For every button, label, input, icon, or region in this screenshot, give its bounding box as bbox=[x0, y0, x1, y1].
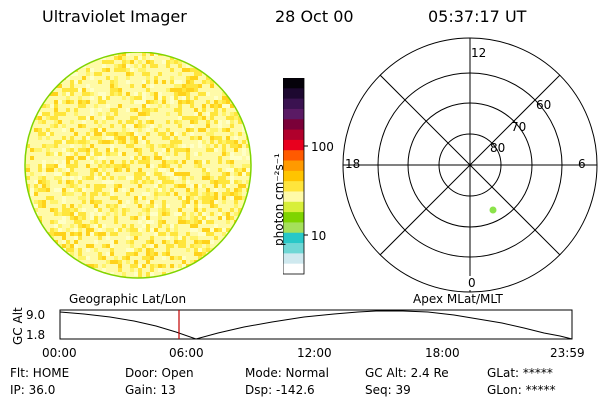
info-seq: Seq: 39 bbox=[365, 383, 411, 397]
x-tick-0000: 00:00 bbox=[42, 346, 77, 360]
colorbar-tick-label-100: 100 bbox=[311, 140, 334, 154]
info-glat: GLat: ***** bbox=[487, 366, 553, 380]
polar-grid bbox=[342, 37, 598, 293]
info-flt: Flt: HOME bbox=[10, 366, 70, 380]
colorbar-cell bbox=[283, 212, 304, 224]
info-mode: Mode: Normal bbox=[245, 366, 329, 380]
instrument-title: Ultraviolet Imager bbox=[42, 7, 187, 26]
colorbar-cell bbox=[283, 191, 304, 203]
uv-image-rim bbox=[24, 52, 252, 279]
altitude-frame bbox=[59, 309, 573, 340]
info-gain: Gain: 13 bbox=[125, 383, 176, 397]
altitude-axis-title: GC Alt bbox=[11, 307, 25, 345]
mlt-label-0: 0 bbox=[468, 276, 476, 290]
info-door: Door: Open bbox=[125, 366, 194, 380]
x-tick-0600: 06:00 bbox=[169, 346, 204, 360]
altitude-tick-low: 1.8 bbox=[26, 328, 46, 342]
mlt-label-12: 12 bbox=[471, 46, 487, 60]
info-glon: GLon: ***** bbox=[487, 383, 556, 397]
colorbar-cell bbox=[283, 263, 304, 275]
colorbar-cell bbox=[283, 222, 304, 234]
colorbar-cell bbox=[283, 232, 304, 244]
info-dsp: Dsp: -142.6 bbox=[245, 383, 315, 397]
x-tick-1800: 18:00 bbox=[425, 346, 460, 360]
time-label: 05:37:17 UT bbox=[428, 7, 527, 26]
mlt-label-18: 18 bbox=[345, 157, 361, 171]
colorbar-tick-label-10: 10 bbox=[311, 229, 327, 243]
colorbar-cell bbox=[283, 170, 304, 182]
info-gc-alt: GC Alt: 2.4 Re bbox=[365, 366, 449, 380]
polar-diag-b bbox=[379, 74, 561, 256]
altitude-curve bbox=[59, 310, 573, 340]
uv-image-pixels bbox=[25, 52, 251, 278]
lat-label-70: 70 bbox=[511, 120, 527, 134]
colorbar-cell bbox=[283, 98, 304, 110]
colorbar-cell bbox=[283, 139, 304, 151]
mlt-label-6: 6 bbox=[578, 157, 586, 171]
colorbar-cell bbox=[283, 88, 304, 100]
colorbar-cell bbox=[283, 201, 304, 213]
info-ip: IP: 36.0 bbox=[10, 383, 56, 397]
x-tick-2359: 23:59 bbox=[550, 346, 585, 360]
altitude-plot bbox=[59, 309, 573, 340]
colorbar-cell bbox=[283, 150, 304, 162]
lat-label-80: 80 bbox=[490, 141, 506, 155]
uv-image-disk bbox=[24, 52, 252, 279]
geographic-label: Geographic Lat/Lon bbox=[69, 292, 187, 306]
colorbar-cell bbox=[283, 129, 304, 141]
colorbar bbox=[283, 78, 308, 275]
colorbar-cell bbox=[283, 181, 304, 193]
colorbar-cell bbox=[283, 160, 304, 172]
colorbar-cell bbox=[283, 78, 304, 89]
colorbar-cell bbox=[283, 119, 304, 131]
colorbar-cell bbox=[283, 243, 304, 254]
colorbar-frame bbox=[283, 78, 305, 275]
colorbar-cell bbox=[283, 253, 304, 265]
lat-label-60: 60 bbox=[536, 98, 552, 112]
x-tick-1200: 12:00 bbox=[297, 346, 332, 360]
colorbar-cell bbox=[283, 108, 304, 120]
altitude-tick-high: 9.0 bbox=[26, 308, 46, 322]
colorbar-unit-label: photon cm⁻²s⁻¹ bbox=[272, 153, 286, 246]
date-label: 28 Oct 00 bbox=[275, 7, 354, 26]
apex-label: Apex MLat/MLT bbox=[413, 292, 503, 306]
polar-position-marker bbox=[489, 206, 497, 214]
